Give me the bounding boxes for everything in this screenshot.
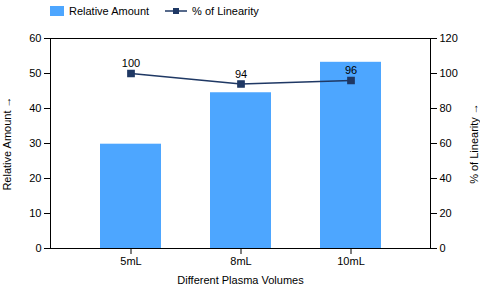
svg-text:Different Plasma Volumes: Different Plasma Volumes	[177, 274, 304, 286]
svg-text:120: 120	[440, 32, 458, 44]
svg-text:40: 40	[29, 102, 41, 114]
svg-text:8mL: 8mL	[230, 255, 251, 267]
svg-text:60: 60	[440, 137, 452, 149]
svg-text:30: 30	[29, 137, 41, 149]
svg-text:20: 20	[440, 207, 452, 219]
svg-text:96: 96	[345, 64, 357, 76]
svg-text:60: 60	[29, 32, 41, 44]
svg-text:Relative Amount →: Relative Amount →	[1, 96, 13, 190]
html-text:% of Linearity: % of Linearity	[192, 5, 259, 17]
svg-text:5mL: 5mL	[120, 255, 141, 267]
svg-text:100: 100	[440, 67, 458, 79]
svg-text:10mL: 10mL	[337, 255, 365, 267]
html-text:Relative Amount: Relative Amount	[69, 5, 150, 17]
svg-text:50: 50	[29, 67, 41, 79]
svg-text:10: 10	[29, 207, 41, 219]
svg-text:80: 80	[440, 102, 452, 114]
svg-text:20: 20	[29, 172, 41, 184]
svg-text:0: 0	[35, 242, 41, 254]
svg-text:% of Linearity →: % of Linearity →	[468, 103, 480, 184]
svg-text:100: 100	[122, 57, 140, 69]
svg-text:0: 0	[440, 242, 446, 254]
svg-text:94: 94	[235, 68, 247, 80]
svg-text:40: 40	[440, 172, 452, 184]
